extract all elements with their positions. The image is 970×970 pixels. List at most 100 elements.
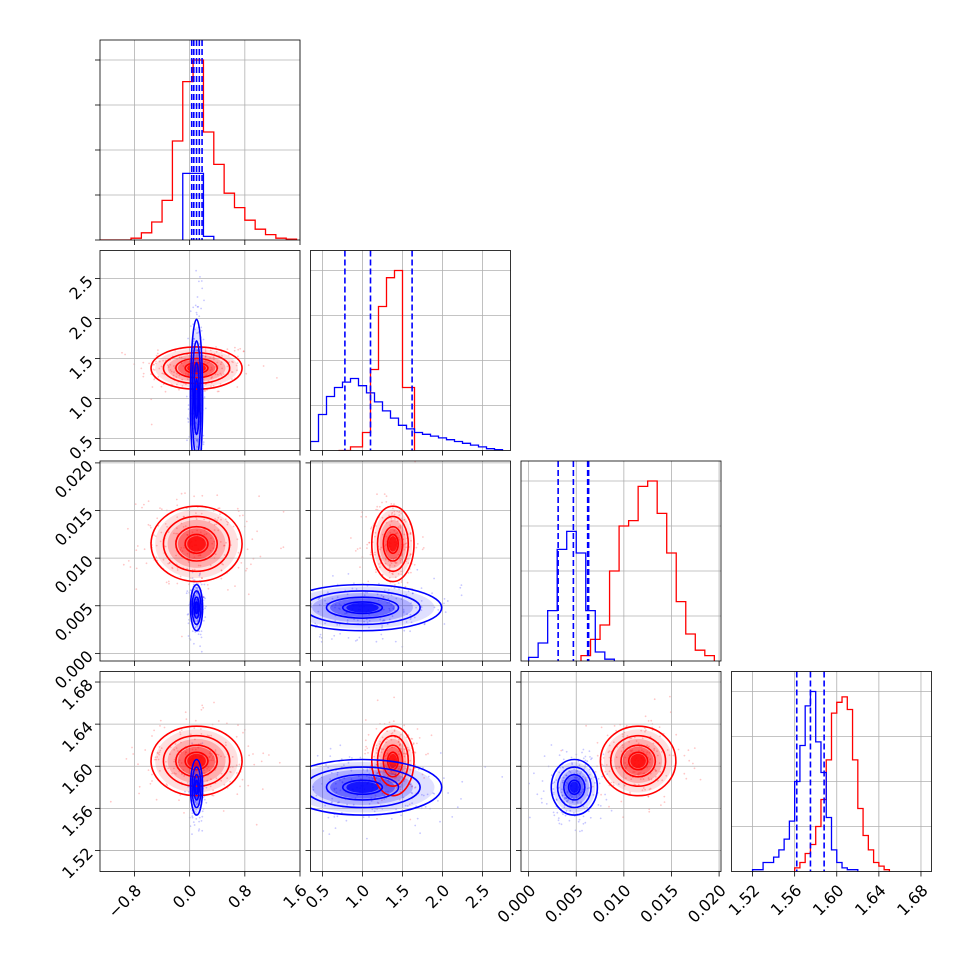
panel-3-2-point-s0 (591, 785, 594, 788)
panel-2-1-point-s0 (407, 572, 410, 574)
panel-1-0-point-s0 (216, 373, 219, 376)
panel-2-1-point-s0 (390, 517, 393, 520)
panel-1-0-point-s1 (187, 418, 190, 421)
panel-2-1-point-s1 (415, 606, 417, 609)
panel-3-1-point-s1 (424, 806, 427, 808)
panel-2-1-point-s0 (382, 596, 385, 598)
panel-3-2-contour-s1-2 (563, 773, 586, 801)
panel-2-0-point-s1 (195, 599, 198, 601)
panel-3-2-point-s0 (650, 778, 653, 781)
panel-2-0-point-s0 (176, 582, 179, 585)
panel-3-2-point-s1 (555, 779, 558, 781)
panel-3-0-point-s0 (237, 724, 239, 726)
panel-1-0-point-s1 (200, 307, 203, 310)
panel-1-0-point-s1 (192, 306, 195, 309)
panel-3-1-point-s1 (406, 805, 409, 807)
panel-3-2-point-s0 (641, 749, 643, 752)
panel-3-2-point-s1 (552, 788, 555, 790)
panel-3-1-point-s1 (371, 808, 374, 811)
panel-2-1-point-s0 (370, 527, 372, 530)
panel-2-0-point-s1 (203, 596, 205, 599)
panel-1-0-point-s0 (160, 385, 163, 388)
panel-3-2-point-s1 (567, 799, 569, 801)
panel-2-0-point-s0 (218, 507, 221, 510)
panel-2-0-point-s0 (186, 552, 189, 555)
panel-2-1-point-s1 (366, 621, 369, 624)
panel-2-0-point-s0 (176, 527, 178, 530)
panel-2-0-point-s0 (187, 561, 190, 564)
panel-3-1-point-s1 (395, 808, 397, 811)
panel-3-3-hist-series-0 (794, 696, 891, 872)
panel-3-0-point-s0 (175, 773, 177, 775)
panel-2-1-point-s1 (381, 637, 384, 640)
panel-1-0-point-s0 (239, 347, 242, 350)
panel-3-0-point-s0 (185, 718, 188, 721)
panel-3-2-point-s0 (626, 764, 629, 766)
panel-3-2-point-s1 (564, 814, 567, 817)
panel-3-1-point-s1 (334, 782, 337, 785)
panel-3-2-point-s0 (634, 783, 637, 786)
panel-3-2-point-s0 (632, 771, 635, 773)
xtick-label-p3-2: 1.60 (809, 881, 848, 920)
panel-1-0-point-s1 (196, 349, 199, 352)
panel-2-0-point-s1 (187, 635, 190, 637)
panel-2-0-density-s0-3 (187, 536, 206, 552)
panel-3-1-point-s1 (338, 779, 341, 782)
panel-3-2-point-s0 (621, 733, 624, 736)
panel-3-2-point-s1 (581, 829, 583, 832)
panel-1-0-point-s1 (185, 395, 188, 398)
panel-2-0-contour-s1-2 (192, 596, 201, 619)
panel-3-0-point-s0 (180, 741, 182, 744)
panel-2-1-point-s0 (388, 571, 391, 574)
panel-1-0-point-s1 (195, 269, 198, 272)
panel-3-0-point-s1 (197, 829, 200, 832)
panel-1-0-point-s0 (142, 372, 145, 375)
panel-3-0-point-s0 (209, 785, 212, 788)
panel-1-0-point-s1 (186, 417, 189, 420)
panel-1-0-point-s1 (186, 439, 188, 442)
panel-3-2-point-s0 (658, 762, 661, 765)
panel-3-1-point-s1 (387, 790, 389, 793)
panel-3-2-point-s0 (648, 788, 651, 791)
panel-2-1-point-s0 (403, 533, 406, 536)
panel-3-0-point-s0 (252, 753, 254, 755)
panel-1-0-point-s0 (167, 366, 170, 368)
panel-3-0-point-s0 (155, 798, 158, 801)
panel-3-0-point-s0 (173, 772, 176, 774)
panel-3-2-point-s1 (558, 822, 561, 825)
panel-2-0-point-s0 (199, 554, 202, 557)
panel-2-1-point-s1 (437, 609, 440, 611)
panel-2-0-point-s0 (280, 547, 282, 550)
panel-3-0-point-s0 (222, 810, 225, 812)
panel-2-1-point-s0 (390, 503, 393, 505)
panel-3-2-point-s0 (666, 749, 669, 751)
panel-3-0-contour-s0-3 (184, 751, 209, 771)
panel-2-0-point-s0 (150, 526, 152, 529)
panel-3-0-point-s1 (196, 802, 199, 805)
panel-2-1-point-s0 (378, 563, 380, 565)
panel-3-2-point-s0 (641, 789, 644, 792)
panel-2-0-point-s1 (199, 633, 202, 636)
panel-3-0-point-s0 (199, 742, 202, 745)
panel-2-1-point-s1 (334, 620, 337, 622)
panel-3-2-point-s0 (660, 751, 663, 753)
panel-3-2-point-s0 (648, 808, 651, 811)
panel-3-1-point-s1 (447, 792, 449, 794)
panel-3-0-point-s0 (173, 760, 176, 763)
panel-2-0-contour-s0-1 (162, 515, 231, 573)
xtick-label-p3-4: 1.68 (893, 881, 932, 920)
panel-3-2-point-s1 (536, 793, 539, 796)
panel-3-0-point-s0 (262, 752, 265, 755)
panel-2-1-point-s0 (390, 520, 393, 523)
panel-1-0-point-s1 (187, 337, 190, 340)
panel-3-1-point-s0 (404, 752, 406, 755)
panel-3-1-point-s1 (336, 771, 339, 774)
panel-2-1-point-s1 (388, 618, 391, 621)
panel-3-2-point-s1 (587, 810, 590, 813)
panel-2-1-point-s0 (398, 511, 400, 513)
xtick-label-p3-3: 1.64 (851, 881, 890, 920)
panel-2-0-point-s1 (203, 583, 206, 586)
panel-3-2-point-s1 (550, 774, 553, 777)
panel-1-0-point-s0 (160, 365, 163, 368)
panel-3-1-point-s1 (371, 777, 374, 780)
